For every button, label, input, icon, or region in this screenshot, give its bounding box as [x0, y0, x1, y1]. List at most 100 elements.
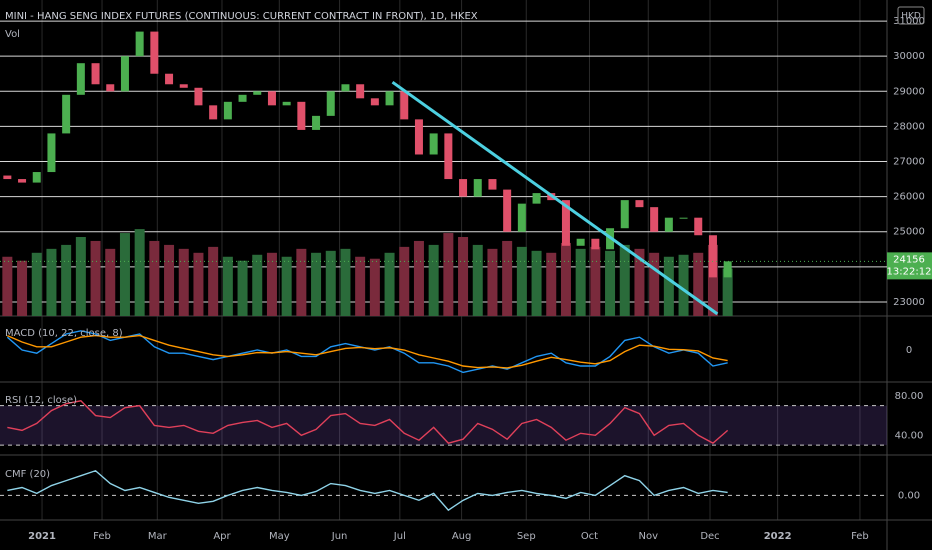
- volume-title: Vol: [5, 29, 20, 40]
- candle-body: [370, 98, 379, 106]
- volume-bar: [75, 237, 86, 316]
- candle-body: [3, 175, 12, 180]
- volume-bar: [458, 237, 469, 316]
- candle-body: [400, 91, 409, 120]
- indicator-line: [7, 399, 729, 445]
- currency-box: [897, 6, 925, 25]
- candle-body: [282, 101, 291, 106]
- candle-body: [591, 238, 600, 250]
- x-tick-label: 2022: [764, 531, 792, 542]
- x-tick-label: Jul: [393, 531, 406, 542]
- candle-body: [76, 63, 85, 95]
- volume-bar: [340, 248, 351, 316]
- candle-body: [620, 200, 629, 229]
- volume-bar: [61, 244, 72, 316]
- volume-bar: [90, 240, 101, 316]
- volume-bar: [472, 244, 483, 316]
- y-tick-label: 80.00: [895, 391, 924, 402]
- candle-body: [635, 200, 644, 208]
- x-tick-label: Nov: [639, 531, 659, 542]
- volume-bar: [105, 248, 116, 316]
- y-tick-label: 0.00: [898, 490, 920, 501]
- candle-body: [694, 217, 703, 236]
- x-tick-label: Apr: [213, 531, 231, 542]
- volume-bar: [296, 248, 307, 316]
- volume-bar: [281, 256, 292, 316]
- candle-body: [576, 238, 585, 246]
- candle-body: [32, 172, 41, 183]
- volume-bar: [413, 240, 424, 316]
- x-tick-label: Dec: [700, 531, 719, 542]
- candle-body: [238, 94, 247, 102]
- currency-label: HKD: [901, 12, 921, 22]
- volume-bar: [119, 233, 130, 316]
- x-tick-label: Oct: [581, 531, 598, 542]
- indicator-line: [7, 334, 728, 369]
- cmf-title: CMF (20): [5, 469, 50, 480]
- y-tick-label: 0: [906, 345, 912, 356]
- y-tick-label: 31000: [893, 16, 925, 27]
- y-tick-label: 25000: [893, 227, 925, 238]
- chart-title: MINI - HANG SENG INDEX FUTURES (CONTINUO…: [5, 11, 478, 22]
- indicator-line: [7, 469, 728, 512]
- volume-bar: [443, 233, 454, 316]
- volume-bar: [208, 246, 219, 316]
- candle-body: [91, 63, 100, 85]
- volume-bar: [252, 254, 263, 316]
- volume-bar: [222, 256, 233, 316]
- volume-bar: [531, 250, 542, 316]
- volume-bar: [178, 248, 189, 316]
- x-tick-label: Aug: [452, 531, 472, 542]
- volume-bar: [369, 258, 380, 316]
- macd-title: MACD (10, 22, close, 8): [5, 328, 123, 339]
- candle-body: [679, 217, 688, 219]
- volume-bar: [575, 248, 586, 316]
- volume-bar: [605, 250, 616, 316]
- candle-body: [209, 105, 218, 120]
- candle-body: [385, 91, 394, 106]
- volume-bar: [325, 250, 336, 316]
- candle-body: [341, 84, 350, 92]
- volume-bar: [487, 248, 498, 316]
- volume-bar: [17, 260, 28, 316]
- last-price-label: 24156: [893, 254, 925, 265]
- candle-body: [253, 91, 262, 95]
- last-price-tag: [887, 252, 932, 280]
- volume-bar: [722, 268, 733, 316]
- candle-body: [414, 119, 423, 155]
- rsi-title: RSI (12, close): [5, 395, 77, 406]
- y-tick-label: 40.00: [895, 430, 924, 441]
- candle-body: [18, 179, 27, 183]
- candle-body: [267, 91, 276, 106]
- candle-body: [62, 94, 71, 134]
- candle-body: [194, 87, 203, 106]
- volume-bar: [502, 240, 513, 316]
- y-tick-label: 26000: [893, 192, 925, 203]
- volume-bar: [31, 252, 42, 316]
- countdown-label: 13:22:12: [887, 266, 932, 277]
- volume-bar: [516, 246, 527, 316]
- candle-body: [106, 84, 115, 92]
- volume-bar: [266, 252, 277, 316]
- volume-bar: [237, 260, 248, 316]
- volume-bar: [634, 248, 645, 316]
- volume-bar: [619, 244, 630, 316]
- y-tick-label: 23000: [893, 297, 925, 308]
- candle-body: [120, 56, 129, 92]
- volume-bar: [46, 248, 57, 316]
- volume-bar: [399, 246, 410, 316]
- y-tick-label: 29000: [893, 86, 925, 97]
- x-tick-label: Feb: [851, 531, 869, 542]
- y-tick-label: 28000: [893, 121, 925, 132]
- volume-bar: [149, 240, 160, 316]
- candle-body: [503, 189, 512, 232]
- candle-body: [708, 235, 717, 278]
- candle-body: [561, 200, 570, 246]
- volume-bar: [311, 252, 322, 316]
- candle-body: [444, 133, 453, 180]
- volume-bar: [590, 246, 601, 316]
- x-tick-label: Sep: [517, 531, 536, 542]
- volume-bar: [384, 252, 395, 316]
- x-tick-label: Feb: [93, 531, 111, 542]
